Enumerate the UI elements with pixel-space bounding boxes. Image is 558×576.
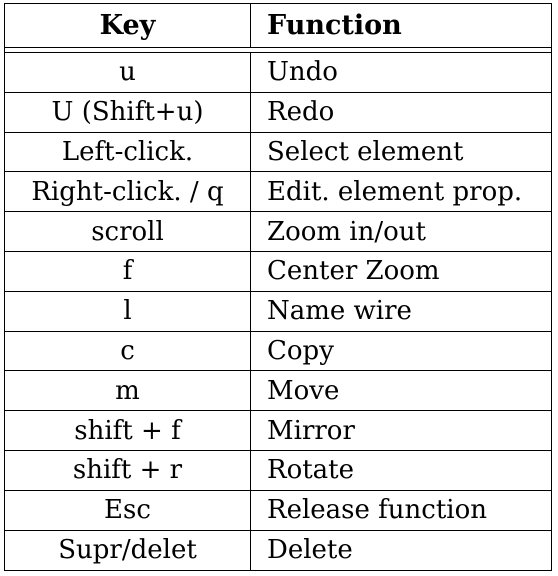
table-row: m Move: [5, 371, 551, 412]
table-row: Esc Release function: [5, 491, 551, 531]
key-cell: Supr/delet: [58, 535, 197, 566]
key-cell: shift + r: [72, 455, 183, 486]
header-separator: [5, 47, 551, 53]
table-row: shift + r Rotate: [5, 451, 551, 491]
function-cell: Zoom in/out: [267, 216, 426, 247]
function-cell: Mirror: [267, 415, 355, 446]
function-cell: Redo: [267, 97, 335, 128]
function-cell: Move: [267, 375, 340, 406]
key-cell: u: [119, 57, 136, 88]
key-cell: m: [115, 375, 140, 406]
key-cell: c: [120, 335, 135, 366]
table-row: Supr/delet Delete: [5, 531, 551, 571]
table-row: c Copy: [5, 332, 551, 372]
header-key: Key: [99, 10, 156, 41]
table-row: u Undo: [5, 53, 551, 93]
table-row: U (Shift+u) Redo: [5, 93, 551, 133]
table-row: scroll Zoom in/out: [5, 212, 551, 252]
table-row: f Center Zoom: [5, 252, 551, 292]
column-divider: [250, 4, 251, 570]
shortcut-table: Key Function u Undo U (Shift+u) Redo Lef…: [4, 3, 552, 571]
function-cell: Select element: [267, 136, 464, 167]
function-cell: Center Zoom: [267, 256, 440, 287]
function-cell: Name wire: [267, 296, 412, 327]
key-cell: Esc: [104, 495, 151, 526]
key-cell: Right-click. / q: [31, 176, 224, 207]
table-row: Right-click. / q Edit. element prop.: [5, 172, 551, 213]
key-cell: Left-click.: [61, 136, 194, 167]
function-cell: Undo: [267, 57, 338, 88]
table-row: Left-click. Select element: [5, 133, 551, 173]
table-row: l Name wire: [5, 292, 551, 332]
table-row: shift + f Mirror: [5, 411, 551, 451]
key-cell: shift + f: [74, 415, 181, 446]
header-function: Function: [267, 10, 402, 41]
function-cell: Edit. element prop.: [267, 176, 523, 207]
key-cell: l: [123, 296, 132, 327]
key-cell: U (Shift+u): [51, 97, 204, 128]
key-cell: scroll: [91, 216, 164, 247]
table-header: Key Function: [5, 4, 551, 47]
table-body: u Undo U (Shift+u) Redo Left-click. Sele…: [5, 53, 551, 570]
function-cell: Copy: [267, 335, 334, 366]
function-cell: Delete: [267, 535, 353, 566]
function-cell: Release function: [267, 495, 487, 526]
key-cell: f: [122, 256, 133, 287]
function-cell: Rotate: [267, 455, 355, 486]
